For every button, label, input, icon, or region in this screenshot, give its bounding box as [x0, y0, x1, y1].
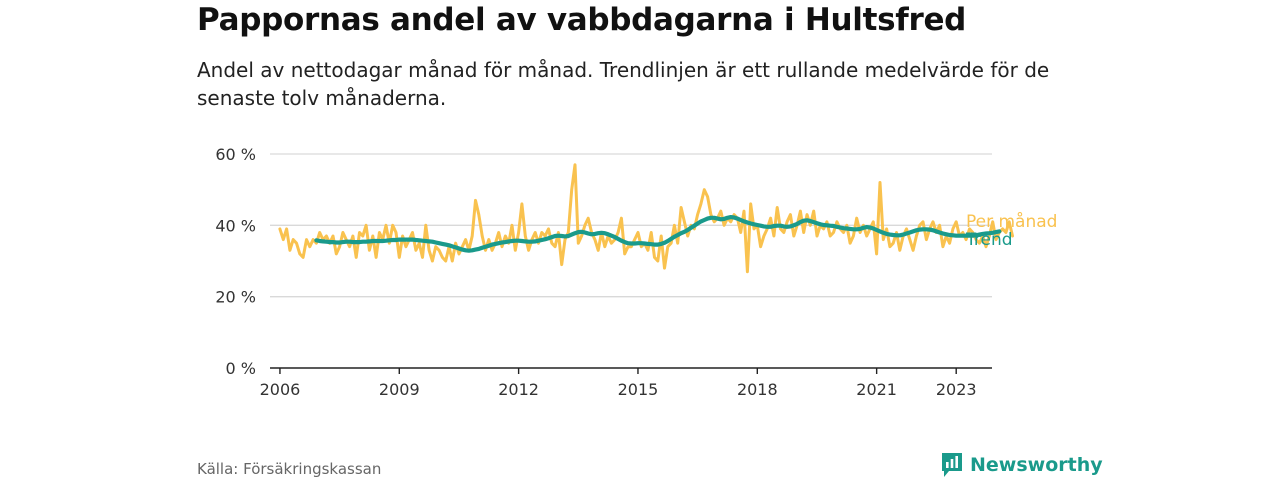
- y-tick-label: 60 %: [215, 145, 256, 164]
- series-line-monthly: [278, 163, 1014, 274]
- chart-subtitle: Andel av nettodagar månad för månad. Tre…: [197, 58, 1050, 110]
- series-lines: [278, 163, 1014, 274]
- brand-name: Newsworthy: [970, 454, 1103, 476]
- y-tick-label: 0 %: [226, 359, 256, 378]
- x-tick-label: 2006: [260, 380, 301, 399]
- newsworthy-logo-icon: [942, 453, 962, 477]
- x-axis: 2006 2009 2012 2015 2018 2021 2023: [260, 367, 992, 399]
- x-tick-label: 2023: [936, 380, 977, 399]
- y-tick-label: 20 %: [215, 288, 256, 307]
- y-axis: 0 % 20 % 40 % 60 %: [215, 145, 256, 378]
- x-tick-label: 2018: [737, 380, 778, 399]
- series-label: Trend: [965, 230, 1013, 250]
- x-tick-label: 2015: [618, 380, 659, 399]
- brand-logo: Newsworthy: [940, 451, 1103, 479]
- series-label: Per månad: [966, 211, 1057, 232]
- x-tick-label: 2021: [856, 380, 897, 399]
- x-tick-label: 2012: [498, 380, 539, 399]
- source-note: Källa: Försäkringskassan: [197, 460, 382, 478]
- series-line-trend: [314, 215, 1002, 253]
- x-tick-label: 2009: [379, 380, 420, 399]
- y-tick-label: 40 %: [215, 216, 256, 235]
- chart-title: Pappornas andel av vabbdagarna i Hultsfr…: [197, 2, 967, 38]
